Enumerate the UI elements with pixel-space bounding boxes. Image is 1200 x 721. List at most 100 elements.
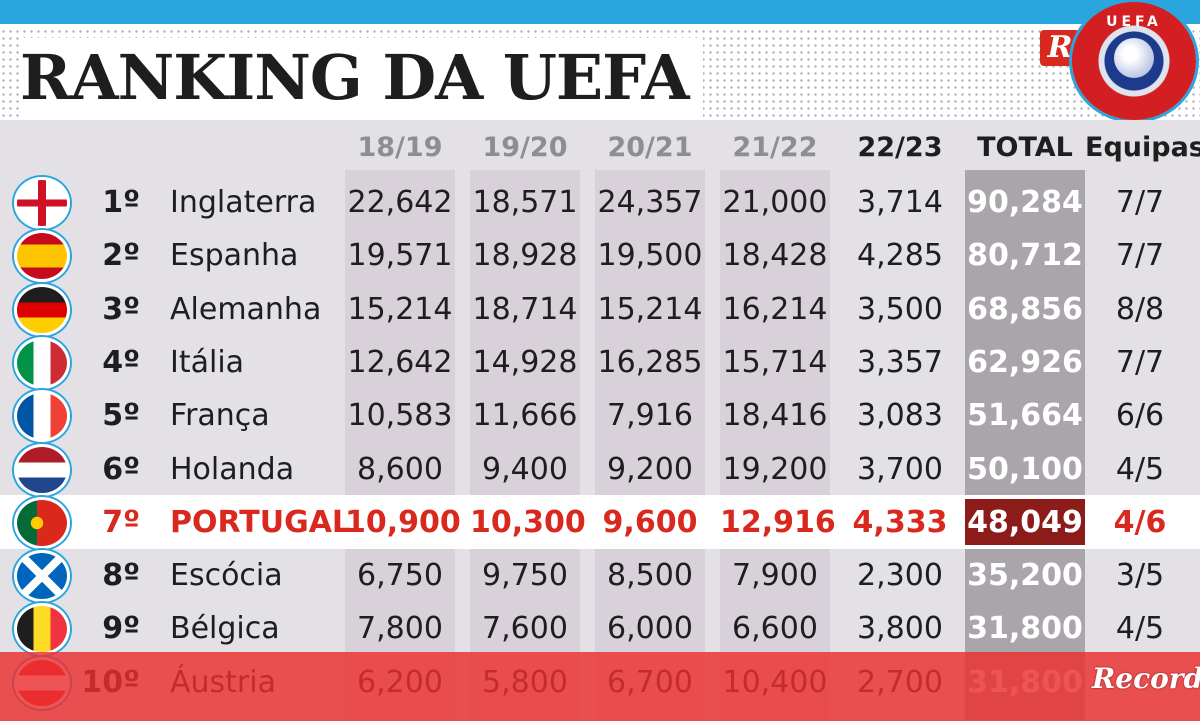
country-name: Escócia — [170, 558, 283, 593]
portugal-flag-icon — [14, 497, 70, 549]
chart-title: RANKING DA UEFA — [20, 38, 703, 118]
season-points-3: 8,500 — [607, 558, 693, 593]
country-name: Alemanha — [170, 292, 322, 327]
season-points-1: 7,800 — [357, 611, 443, 646]
column-header-21-22: 21/22 — [732, 132, 818, 163]
top-accent-bar — [0, 0, 1200, 24]
column-header-teams: Equipas — [1085, 132, 1200, 163]
teams-remaining: 4/5 — [1115, 611, 1165, 646]
teams-remaining: 7/7 — [1115, 238, 1165, 273]
column-shade-2 — [470, 170, 580, 720]
season-points-5: 4,333 — [852, 505, 948, 540]
rank-position: 5º — [102, 398, 140, 433]
season-points-5: 2,300 — [857, 558, 943, 593]
season-points-4: 15,714 — [722, 345, 828, 380]
teams-remaining: 4/6 — [1113, 505, 1167, 540]
rank-position: 7º — [102, 505, 140, 540]
season-points-4: 18,428 — [722, 238, 828, 273]
column-header-total: TOTAL — [977, 132, 1073, 163]
rank-position: 9º — [102, 611, 140, 646]
record-watermark: Record — [1092, 662, 1200, 695]
season-points-1: 6,750 — [357, 558, 443, 593]
rank-position: 6º — [102, 452, 140, 487]
season-points-3: 16,285 — [597, 345, 703, 380]
teams-remaining: 6/6 — [1115, 398, 1165, 433]
season-points-5: 3,083 — [857, 398, 943, 433]
season-points-4: 7,900 — [732, 558, 818, 593]
season-points-4: 12,916 — [720, 505, 836, 540]
season-points-4: 21,000 — [722, 185, 828, 220]
rank-position: 8º — [102, 558, 140, 593]
rank-position: 3º — [102, 292, 140, 327]
season-points-2: 18,928 — [472, 238, 578, 273]
season-points-3: 9,200 — [607, 452, 693, 487]
bottom-red-overlay — [0, 652, 1200, 721]
italy-flag-icon — [14, 337, 70, 389]
season-points-3: 24,357 — [597, 185, 703, 220]
total-points: 35,200 — [967, 558, 1083, 593]
total-points: 80,712 — [967, 238, 1083, 273]
season-points-3: 7,916 — [607, 398, 693, 433]
season-points-5: 3,500 — [857, 292, 943, 327]
season-points-2: 7,600 — [482, 611, 568, 646]
season-points-5: 3,714 — [857, 185, 943, 220]
total-points: 68,856 — [967, 292, 1083, 327]
season-points-4: 16,214 — [722, 292, 828, 327]
column-header-18-19: 18/19 — [357, 132, 443, 163]
season-points-3: 9,600 — [602, 505, 698, 540]
total-points: 31,800 — [967, 611, 1083, 646]
season-points-2: 18,714 — [472, 292, 578, 327]
portugal-total-highlight — [965, 499, 1085, 545]
france-flag-icon — [14, 390, 70, 442]
season-points-4: 6,600 — [732, 611, 818, 646]
season-points-5: 3,700 — [857, 452, 943, 487]
season-points-2: 14,928 — [472, 345, 578, 380]
season-points-1: 8,600 — [357, 452, 443, 487]
country-name: PORTUGAL — [170, 505, 352, 540]
season-points-3: 19,500 — [597, 238, 703, 273]
rank-position: 2º — [102, 238, 140, 273]
country-name: Inglaterra — [170, 185, 317, 220]
spain-flag-icon — [14, 230, 70, 282]
season-points-1: 19,571 — [347, 238, 453, 273]
uefa-logo-text: UEFA — [1106, 14, 1162, 30]
column-header-20-21: 20/21 — [607, 132, 693, 163]
column-header-22-23: 22/23 — [857, 132, 943, 163]
uefa-logo: UEFA — [1072, 2, 1196, 120]
season-points-2: 9,750 — [482, 558, 568, 593]
season-points-2: 18,571 — [472, 185, 578, 220]
season-points-2: 11,666 — [472, 398, 578, 433]
scotland-flag-icon — [14, 550, 70, 602]
column-shade-4 — [720, 170, 830, 720]
teams-remaining: 7/7 — [1115, 345, 1165, 380]
season-points-4: 19,200 — [722, 452, 828, 487]
column-shade-3 — [595, 170, 705, 720]
netherlands-flag-icon — [14, 444, 70, 496]
teams-remaining: 8/8 — [1115, 292, 1165, 327]
country-name: Itália — [170, 345, 245, 380]
column-header-19-20: 19/20 — [482, 132, 568, 163]
season-points-5: 4,285 — [857, 238, 943, 273]
total-points: 51,664 — [967, 398, 1083, 433]
teams-remaining: 4/5 — [1115, 452, 1165, 487]
season-points-1: 12,642 — [347, 345, 453, 380]
total-points: 50,100 — [967, 452, 1083, 487]
belgium-flag-icon — [14, 603, 70, 655]
total-column-shade — [965, 170, 1085, 720]
country-name: Espanha — [170, 238, 299, 273]
season-points-1: 10,583 — [347, 398, 453, 433]
column-shade-1 — [345, 170, 455, 720]
england-flag-icon — [14, 177, 70, 229]
total-points: 48,049 — [967, 505, 1083, 540]
teams-remaining: 3/5 — [1115, 558, 1165, 593]
season-points-3: 15,214 — [597, 292, 703, 327]
season-points-2: 10,300 — [470, 505, 586, 540]
country-name: França — [170, 398, 270, 433]
country-name: Bélgica — [170, 611, 280, 646]
season-points-1: 22,642 — [347, 185, 453, 220]
total-points: 62,926 — [967, 345, 1083, 380]
season-points-1: 10,900 — [345, 505, 461, 540]
season-points-1: 15,214 — [347, 292, 453, 327]
teams-remaining: 7/7 — [1115, 185, 1165, 220]
season-points-5: 3,800 — [857, 611, 943, 646]
